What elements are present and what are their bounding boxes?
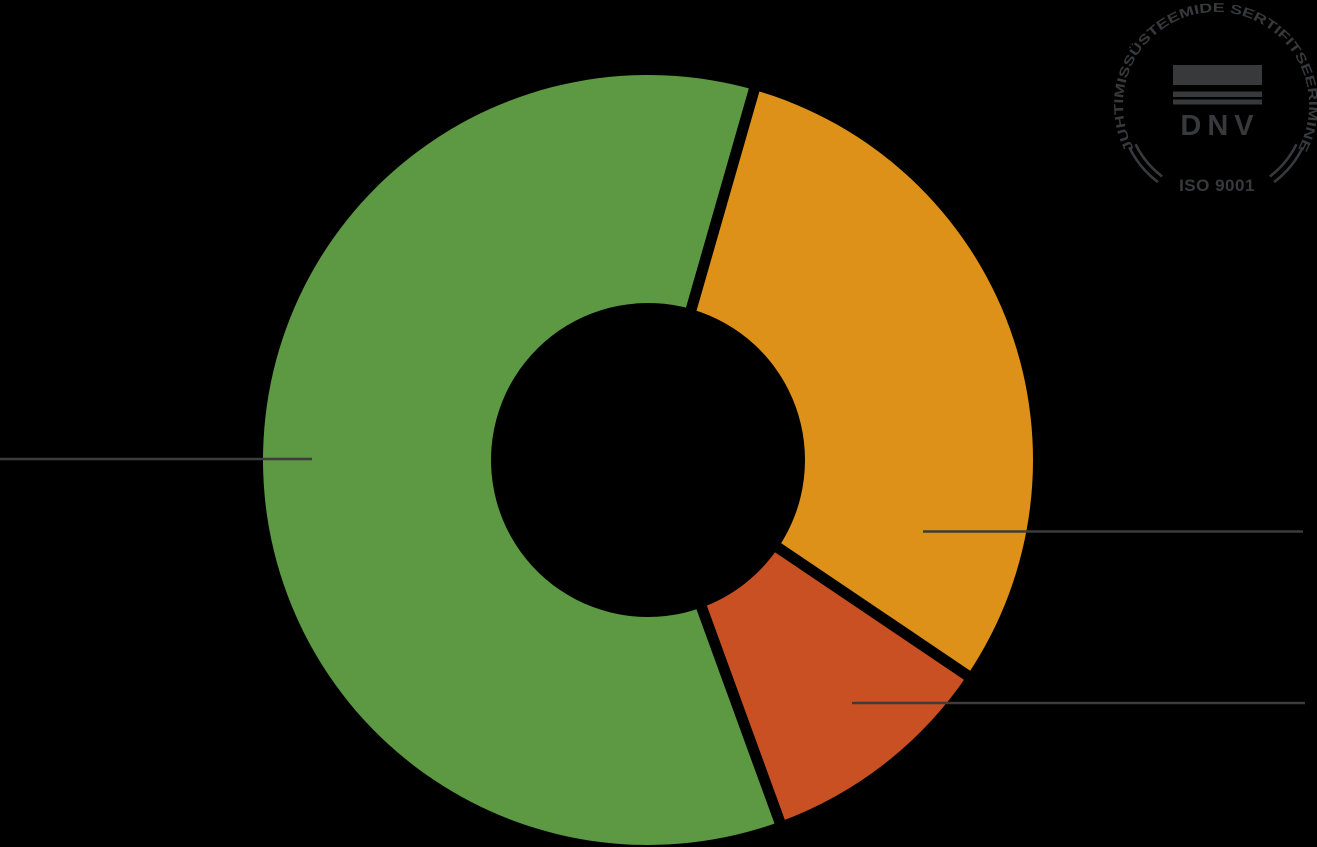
dnv-logo-thick-bar [1173,65,1262,85]
label-callout-lines [0,457,1305,705]
badge-frame-arc [1273,146,1304,184]
segment-gap-line [681,78,763,328]
segment-gap-line [690,588,789,834]
segment-gap-lines [681,78,979,834]
dnv-logo-thin-bar-2 [1173,99,1262,105]
iso-standard-label: ISO 9001 [1179,176,1255,195]
dnv-logo-bars [1173,65,1262,105]
red-segment [701,547,968,822]
badge-frame-arc [1134,143,1163,178]
badge-frame-arcs [1128,143,1304,184]
green-segment [262,74,780,845]
dnv-logo-text: DNV [1180,110,1259,142]
dnv-iso-certification-badge: JUHTIMISSÜSTEEMIDE SERTIFITSEERIMINE DNV… [1111,0,1317,195]
orange-segment [691,89,1033,676]
donut-chart [262,74,1033,845]
badge-frame-arc [1128,146,1159,184]
dnv-logo-thin-bar-1 [1173,91,1262,97]
segment-gap-line [760,533,979,686]
badge-frame-arc [1269,143,1298,178]
